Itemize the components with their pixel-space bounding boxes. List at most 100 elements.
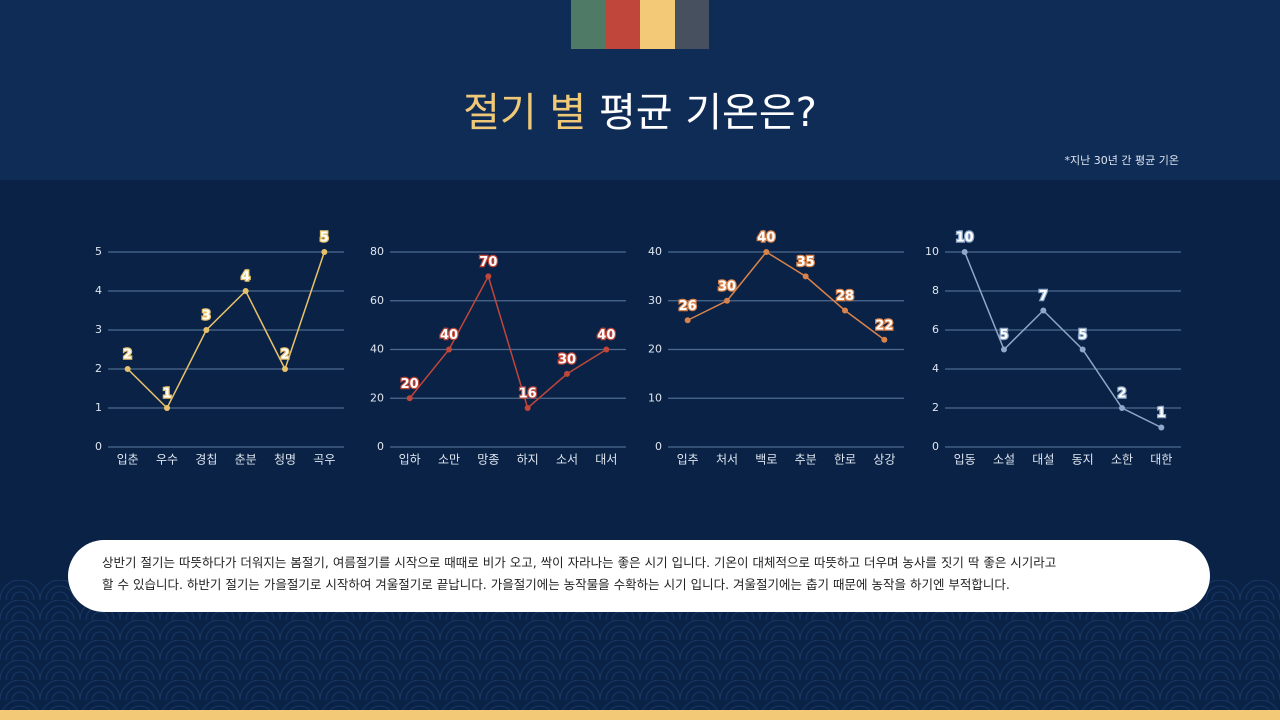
y-tick-label: 3 [95,323,102,336]
y-tick-label: 20 [370,391,384,404]
x-tick-label: 백로 [755,453,777,467]
x-tick-label: 추분 [795,453,817,467]
data-point [684,317,691,324]
data-label: 10 [956,231,974,246]
description-line: 상반기 절기는 따뜻하다가 더워지는 봄절기, 여름절기를 시작으로 때때로 비… [102,555,1057,570]
x-tick-label: 상강 [873,453,895,467]
x-tick-label: 우수 [156,453,178,467]
data-label: 3 [202,309,211,324]
data-label: 35 [797,255,815,270]
color-chip [606,0,640,49]
data-point [203,327,210,333]
x-tick-label: 한로 [834,453,856,467]
y-tick-label: 0 [377,440,384,453]
x-tick-label: 곡우 [313,453,335,467]
data-point [1040,307,1047,314]
y-tick-label: 0 [95,440,102,453]
y-tick-label: 10 [925,245,939,258]
title-highlight: 절기 별 [463,90,586,136]
x-tick-label: 춘분 [235,453,257,467]
y-tick-label: 1 [95,401,102,414]
x-tick-label: 하지 [517,453,539,467]
x-tick-label: 입동 [954,453,976,467]
data-label: 2 [280,348,289,363]
data-label: 2 [123,348,132,363]
data-label: 5 [320,231,329,246]
data-point [242,288,249,294]
x-tick-label: 입춘 [117,453,139,467]
description-line: 할 수 있습니다. 하반기 절기는 가을절기로 시작하여 겨울절기로 끝납니다.… [102,577,1010,592]
color-chip [675,0,709,49]
data-label: 5 [999,328,1008,343]
data-line [687,251,885,341]
y-tick-label: 0 [932,440,939,453]
x-tick-label: 대한 [1150,453,1172,467]
x-tick-label: 청명 [274,453,296,467]
data-point [282,366,288,372]
data-label: 30 [718,279,736,294]
data-point [881,336,888,343]
data-point [564,370,570,377]
data-point [321,249,328,255]
y-tick-label: 5 [95,245,102,258]
data-point [446,346,452,353]
y-tick-label: 4 [95,284,102,297]
data-label: 22 [875,318,893,333]
color-chip [571,0,606,49]
y-tick-label: 40 [648,245,662,258]
y-tick-label: 8 [932,284,939,297]
color-chip [640,0,675,49]
y-tick-label: 20 [648,343,662,356]
x-tick-label: 소한 [1111,453,1133,467]
data-point [524,405,531,411]
x-tick-label: 소만 [438,453,460,467]
data-point [1001,346,1007,353]
y-tick-label: 0 [655,440,662,453]
data-label: 4 [241,270,250,285]
data-label: 2 [1117,387,1126,402]
x-tick-label: 소설 [993,453,1015,467]
data-point [406,395,413,402]
data-point [1079,346,1086,353]
data-label: 30 [558,352,576,367]
bottom-strip [0,710,1280,720]
data-point [124,366,131,372]
data-point [603,346,610,353]
y-tick-label: 2 [95,362,102,375]
data-label: 70 [479,255,497,270]
x-tick-label: 대설 [1032,453,1054,467]
y-tick-label: 10 [648,391,662,404]
title-rest: 평균 기온은? [599,90,817,136]
data-point [1158,424,1165,431]
y-tick-label: 80 [370,245,384,258]
data-label: 40 [757,231,775,246]
data-point [724,297,730,304]
data-line [963,251,1162,429]
data-point [485,273,492,280]
data-point [802,273,809,280]
description-box: 상반기 절기는 따뜻하다가 더워지는 봄절기, 여름절기를 시작으로 때때로 비… [68,540,1210,612]
data-point [842,307,848,314]
x-tick-label: 소서 [556,453,578,467]
x-tick-label: 대서 [595,453,617,467]
data-label: 1 [162,387,171,402]
data-label: 20 [401,377,419,392]
page-title: 절기 별 평균 기온은? [463,90,817,136]
data-label: 40 [440,328,458,343]
data-point [164,405,170,411]
y-tick-label: 60 [370,294,384,307]
x-tick-label: 망종 [477,453,499,467]
y-tick-label: 2 [932,401,939,414]
data-line [127,251,326,410]
data-label: 16 [519,387,537,402]
x-tick-label: 경칩 [195,453,217,467]
data-label: 26 [679,299,697,314]
x-tick-label: 처서 [716,453,738,467]
data-label: 7 [1039,289,1048,304]
y-tick-label: 6 [932,323,939,336]
y-tick-label: 4 [932,362,939,375]
data-label: 40 [597,328,615,343]
x-tick-label: 동지 [1072,453,1094,467]
